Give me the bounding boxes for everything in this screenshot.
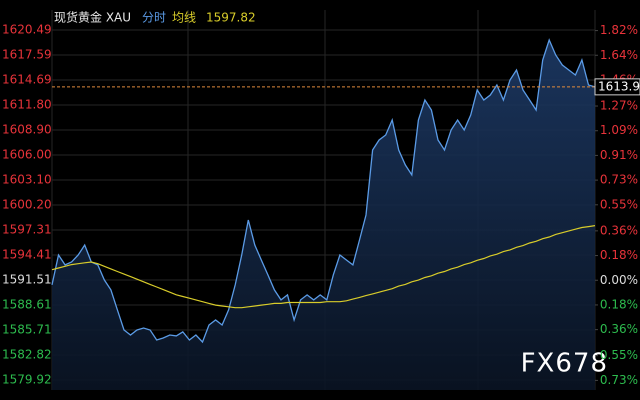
y-tick-label: 1582.82 xyxy=(2,347,52,361)
y-tick-label: 1611.80 xyxy=(2,97,52,111)
chart-title: 现货黄金 XAU xyxy=(54,10,131,25)
y-tick-label: 1603.10 xyxy=(2,173,52,187)
y-tick-label: 1614.69 xyxy=(2,73,52,87)
y2-tick-label: 0.73% xyxy=(600,373,638,387)
y-tick-label: 1585.71 xyxy=(2,323,52,337)
y2-tick-label: 1.27% xyxy=(600,99,638,113)
y-tick-label: 1600.20 xyxy=(2,198,52,212)
series-line xyxy=(51,225,596,309)
series-line xyxy=(51,38,596,344)
y-tick-label: 1617.59 xyxy=(2,48,52,62)
last-price-box xyxy=(594,78,640,96)
y2-tick-label: 0.36% xyxy=(600,322,638,336)
area xyxy=(52,40,595,390)
y2-tick-label: 0.18% xyxy=(600,297,638,311)
y2-tick-label: 0.73% xyxy=(600,173,638,187)
y-tick-label: 1579.92 xyxy=(2,372,52,386)
y2-tick-label: 1.09% xyxy=(600,123,638,137)
last-price-label: 1613.9 xyxy=(598,79,640,93)
y-tick-label: 1597.31 xyxy=(2,222,52,236)
y-tick-label: 1588.61 xyxy=(2,298,52,312)
y-tick-label: 1606.00 xyxy=(2,148,52,162)
y2-tick-label: 0.36% xyxy=(600,223,638,237)
y-tick-label: 1620.49 xyxy=(2,23,52,37)
plot xyxy=(51,38,596,390)
y2-tick-label: 0.00% xyxy=(600,273,638,287)
y-tick-label: 1608.90 xyxy=(2,122,52,136)
y2-tick-label: 0.55% xyxy=(600,197,638,211)
legend-entry: 分时 xyxy=(142,11,166,25)
y2-tick-label: 1.64% xyxy=(600,48,638,62)
legend-entry: 均线 xyxy=(172,11,196,25)
y2-tick-label: 0.91% xyxy=(600,148,638,162)
y2-tick-label: 1.82% xyxy=(600,23,638,37)
y2-tick-label: 0.55% xyxy=(600,348,638,362)
y2-tick-label: 0.18% xyxy=(600,248,638,262)
legend-value: 1597.82 xyxy=(206,11,256,25)
y-tick-label: 1594.41 xyxy=(2,247,52,261)
y-tick-label: 1591.51 xyxy=(2,273,52,287)
watermark: FX678 xyxy=(521,349,608,379)
